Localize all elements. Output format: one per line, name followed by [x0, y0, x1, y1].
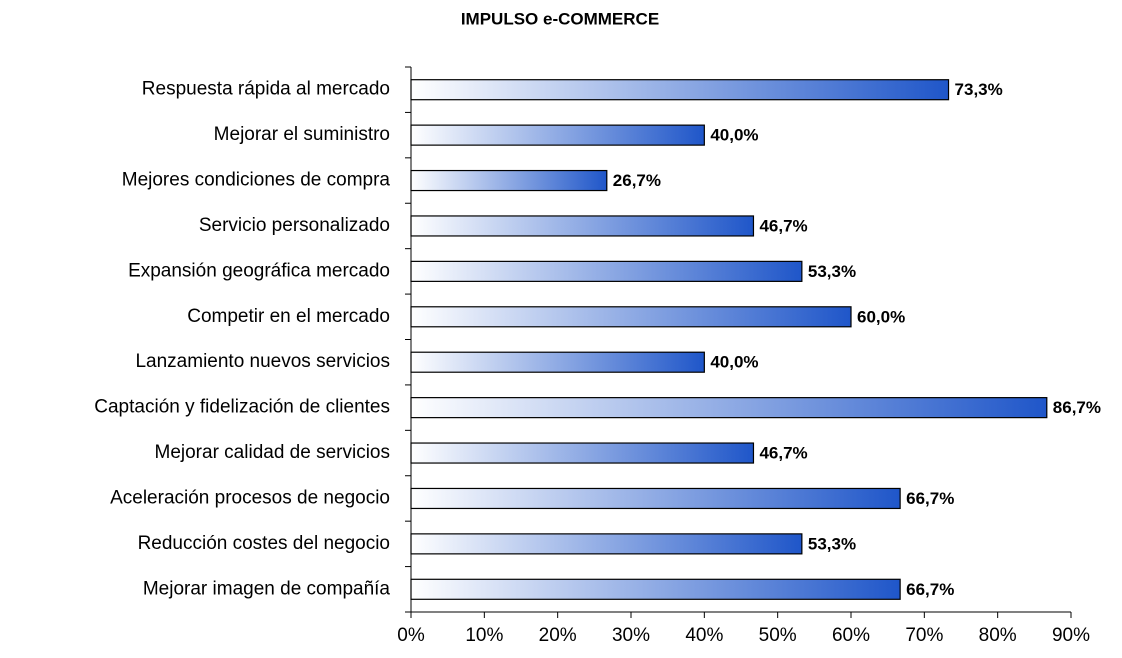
value-label: 66,7% [906, 489, 954, 508]
bar [410, 124, 705, 146]
category-label: Competir en el mercado [187, 306, 390, 327]
category-label: Mejorar el suministro [214, 124, 390, 145]
bar [410, 351, 705, 373]
bar [410, 79, 950, 101]
value-label: 66,7% [906, 580, 954, 599]
category-label: Mejorar imagen de compañía [143, 578, 391, 599]
value-label: 53,3% [808, 262, 856, 281]
value-label: 60,0% [857, 307, 905, 326]
x-tick-label: 70% [905, 625, 943, 646]
category-label: Respuesta rápida al mercado [142, 79, 390, 100]
value-label: 46,7% [759, 216, 807, 235]
x-tick-label: 90% [1052, 625, 1090, 646]
bar [410, 578, 901, 600]
value-label: 53,3% [808, 534, 856, 553]
value-label: 26,7% [613, 171, 661, 190]
value-label: 40,0% [710, 126, 758, 145]
bar [410, 260, 803, 282]
value-label: 46,7% [759, 444, 807, 463]
category-label: Lanzamiento nuevos servicios [135, 351, 390, 372]
category-label: Captación y fidelización de clientes [94, 397, 390, 418]
x-tick-label: 50% [759, 625, 797, 646]
category-label: Mejores condiciones de compra [122, 170, 391, 191]
bar [410, 397, 1048, 419]
bar [410, 215, 755, 237]
x-tick-label: 40% [685, 625, 723, 646]
value-label: 73,3% [955, 80, 1003, 99]
bar [410, 442, 755, 464]
bar [410, 487, 901, 510]
bar [410, 169, 608, 192]
category-label: Expansión geográfica mercado [128, 260, 390, 281]
category-label: Mejorar calidad de servicios [155, 442, 391, 463]
x-tick-label: 80% [979, 625, 1017, 646]
x-tick-label: 10% [465, 625, 503, 646]
category-label: Aceleración procesos de negocio [110, 487, 390, 508]
value-label: 86,7% [1053, 398, 1101, 417]
chart-title: IMPULSO e-COMMERCE [461, 9, 659, 28]
category-label: Servicio personalizado [199, 215, 390, 236]
x-tick-label: 20% [539, 625, 577, 646]
x-tick-label: 0% [397, 625, 425, 646]
bar [410, 306, 852, 328]
x-tick-label: 60% [832, 625, 870, 646]
category-label: Reducción costes del negocio [138, 533, 390, 554]
bar [410, 533, 803, 555]
value-label: 40,0% [710, 353, 758, 372]
x-tick-label: 30% [612, 625, 650, 646]
